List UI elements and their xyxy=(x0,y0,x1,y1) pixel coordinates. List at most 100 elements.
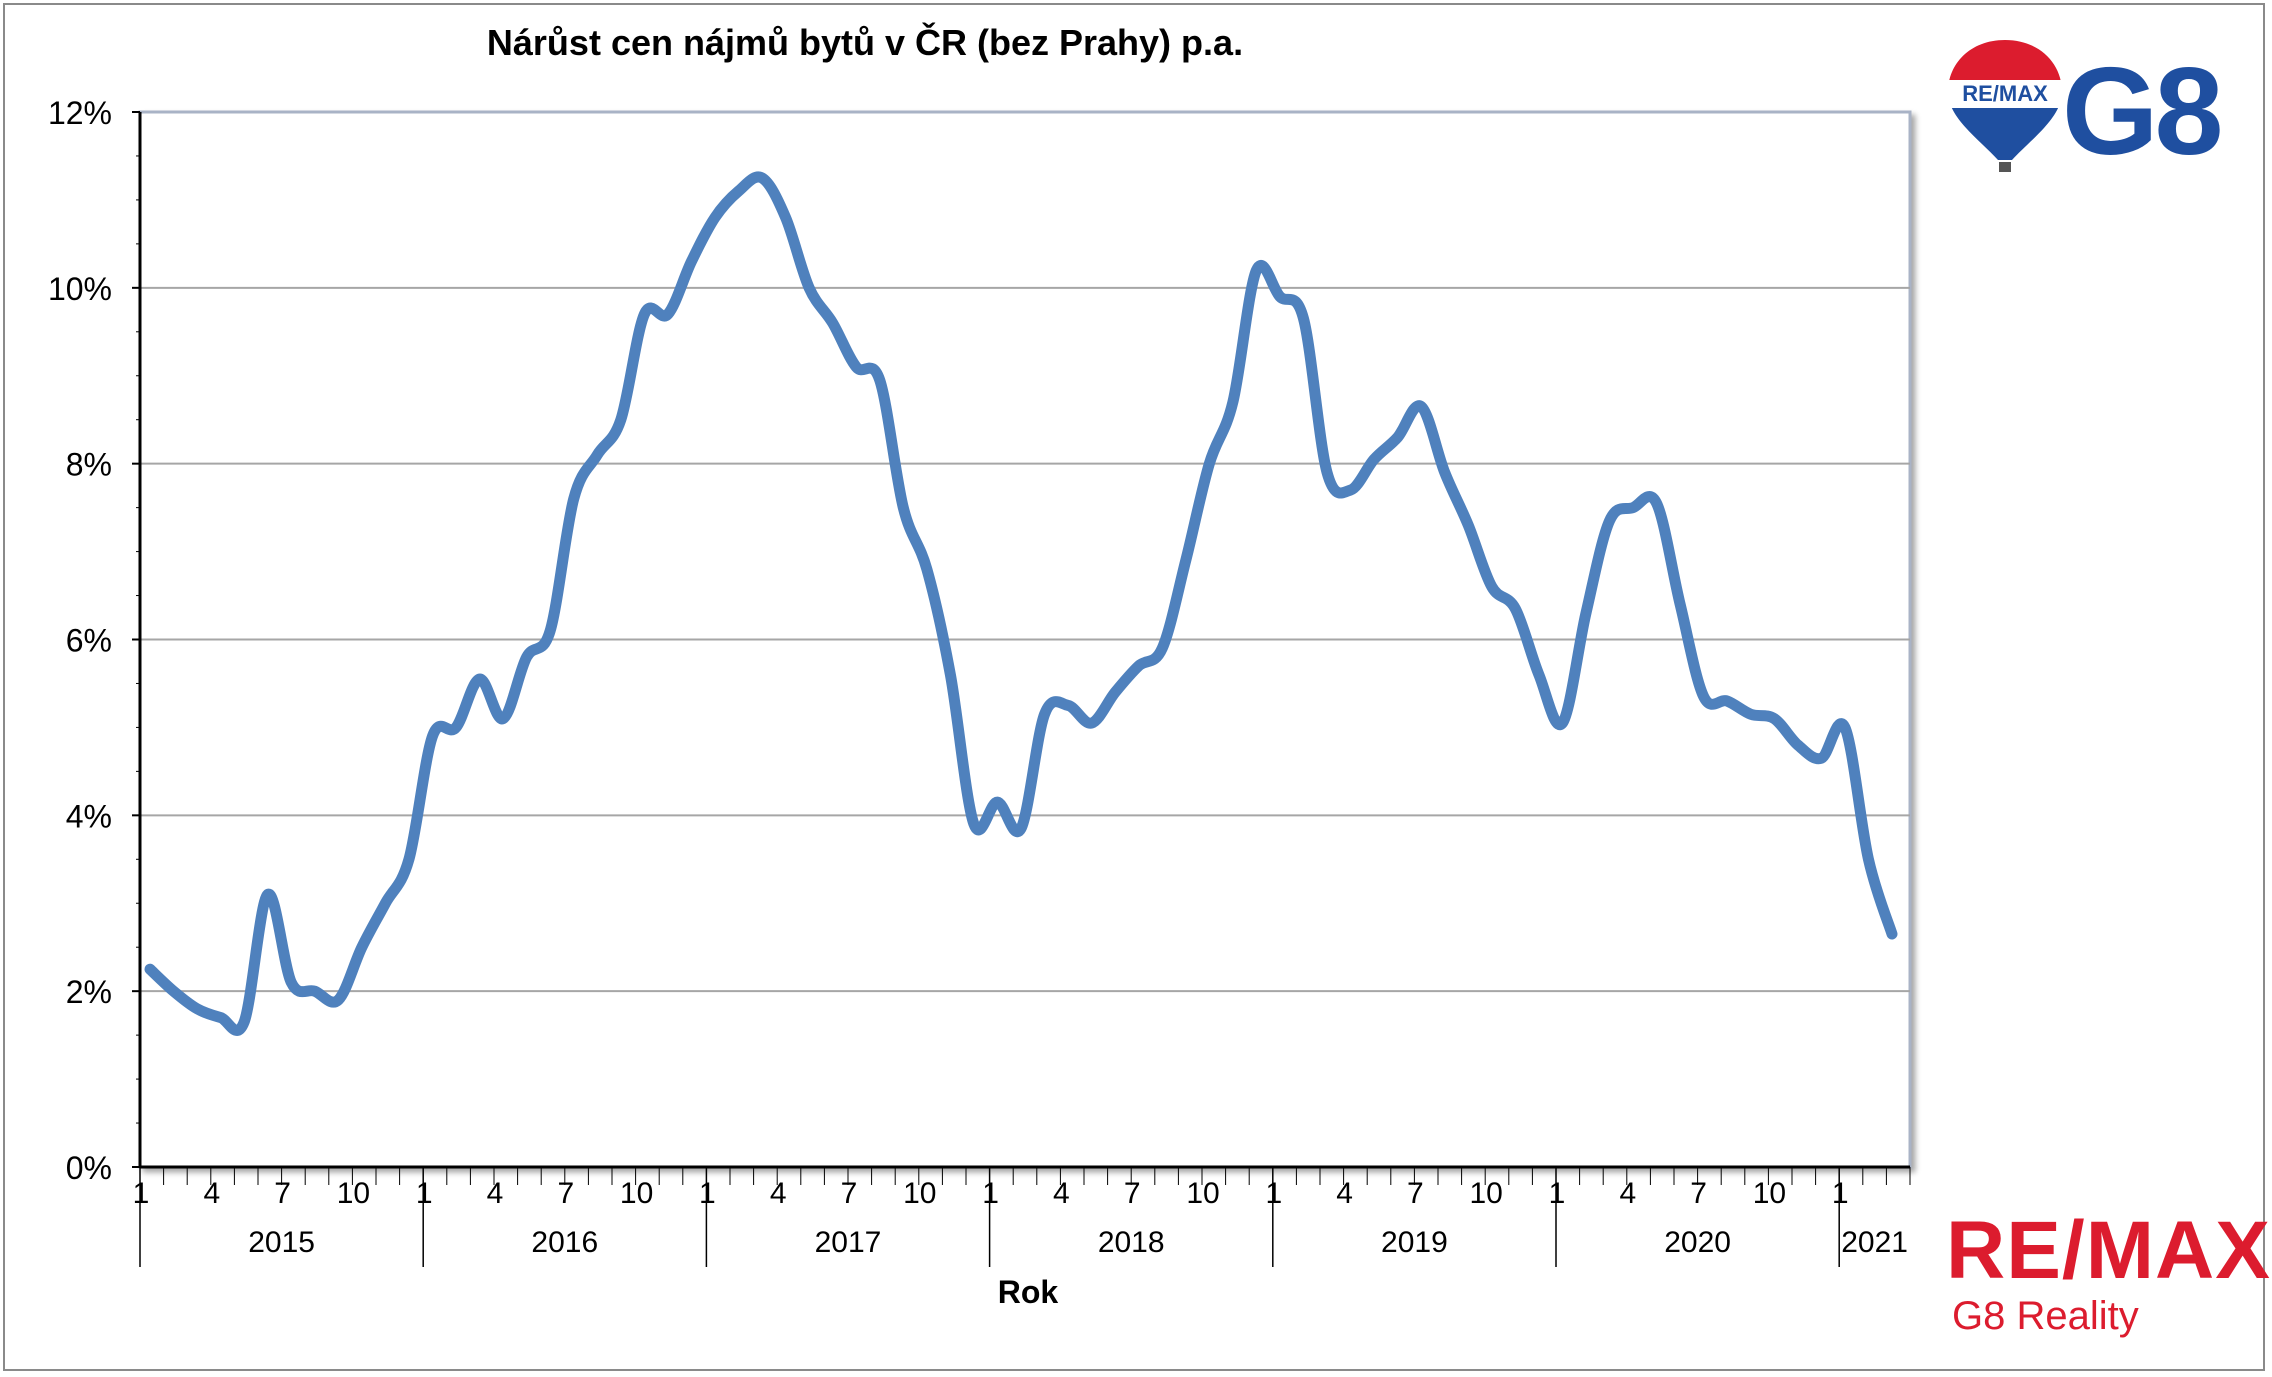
x-tick-label: 10 xyxy=(620,1177,653,1210)
data-point xyxy=(455,726,457,728)
data-point xyxy=(1420,406,1422,408)
data-point xyxy=(431,735,433,737)
x-tick-label: 4 xyxy=(487,1177,504,1210)
data-point xyxy=(973,823,975,825)
data-point xyxy=(620,419,622,421)
x-tick-label: 7 xyxy=(1124,1177,1141,1210)
x-tick-label: 7 xyxy=(1407,1177,1424,1210)
data-point xyxy=(479,678,481,680)
x-tick-label: 1 xyxy=(1832,1177,1849,1210)
data-point xyxy=(1750,713,1752,715)
data-point xyxy=(667,313,669,315)
y-tick-label: 2% xyxy=(66,974,112,1010)
x-tick-label: 1 xyxy=(1265,1177,1282,1210)
data-point xyxy=(1703,696,1705,698)
data-point xyxy=(1679,603,1681,605)
y-tick-label: 8% xyxy=(66,447,112,483)
x-tick-label: 7 xyxy=(841,1177,858,1210)
data-point xyxy=(549,630,551,632)
data-point xyxy=(1867,858,1869,860)
data-point xyxy=(1538,674,1540,676)
data-point xyxy=(1820,757,1822,759)
x-tick-label: 7 xyxy=(1690,1177,1707,1210)
x-tick-label: 1 xyxy=(416,1177,433,1210)
data-point xyxy=(1350,489,1352,491)
x-tick-label: 1 xyxy=(1549,1177,1566,1210)
balloon-text: RE/MAX xyxy=(1962,81,2048,106)
data-point xyxy=(1208,463,1210,465)
data-point xyxy=(1161,647,1163,649)
x-tick-label: 4 xyxy=(770,1177,787,1210)
year-label: 2020 xyxy=(1664,1226,1731,1259)
data-point xyxy=(1656,502,1658,504)
chart-title: Nárůst cen nájmů bytů v ČR (bez Prahy) p… xyxy=(486,22,1244,63)
x-tick-label: 4 xyxy=(203,1177,220,1210)
data-point xyxy=(267,893,269,895)
data-point xyxy=(526,656,528,658)
data-point xyxy=(1561,722,1563,724)
year-label: 2016 xyxy=(531,1226,598,1259)
data-point xyxy=(879,379,881,381)
data-point xyxy=(1773,718,1775,720)
g8-logo: G8 xyxy=(2062,43,2223,181)
year-label: 2018 xyxy=(1098,1226,1165,1259)
x-axis-label: Rok xyxy=(998,1274,1059,1310)
data-point xyxy=(173,990,175,992)
data-point xyxy=(1514,608,1516,610)
data-point xyxy=(1632,507,1634,509)
data-point xyxy=(926,568,928,570)
x-tick-label: 4 xyxy=(1053,1177,1070,1210)
data-point xyxy=(690,260,692,262)
data-point xyxy=(1467,524,1469,526)
data-point xyxy=(502,718,504,720)
x-tick-label: 4 xyxy=(1619,1177,1636,1210)
series-line xyxy=(144,171,1898,1036)
year-label: 2019 xyxy=(1381,1226,1448,1259)
x-tick-label: 10 xyxy=(1753,1177,1786,1210)
data-point xyxy=(573,498,575,500)
data-point xyxy=(290,981,292,983)
data-point xyxy=(785,217,787,219)
data-point xyxy=(408,858,410,860)
data-point xyxy=(1444,471,1446,473)
year-label: 2021 xyxy=(1841,1226,1908,1259)
data-point xyxy=(596,454,598,456)
data-point xyxy=(996,801,998,803)
data-point xyxy=(337,999,339,1001)
data-point xyxy=(384,902,386,904)
y-tick-label: 12% xyxy=(48,95,112,131)
x-tick-label: 7 xyxy=(557,1177,574,1210)
data-point xyxy=(1797,744,1799,746)
data-point xyxy=(1397,436,1399,438)
remax-balloon-logo: RE/MAX xyxy=(1948,40,2062,172)
x-tick-label: 10 xyxy=(337,1177,370,1210)
data-point xyxy=(1326,471,1328,473)
data-point xyxy=(1373,458,1375,460)
data-point xyxy=(1232,401,1234,403)
x-tick-label: 10 xyxy=(903,1177,936,1210)
x-tick-label: 1 xyxy=(699,1177,716,1210)
data-point xyxy=(1255,269,1257,271)
x-tick-label: 10 xyxy=(1186,1177,1219,1210)
data-point xyxy=(361,946,363,948)
x-tick-label: 4 xyxy=(1336,1177,1353,1210)
data-point xyxy=(1279,296,1281,298)
data-point xyxy=(314,990,316,992)
x-tick-label: 1 xyxy=(982,1177,999,1210)
data-point xyxy=(1138,665,1140,667)
x-tick-label: 7 xyxy=(274,1177,291,1210)
y-tick-label: 10% xyxy=(48,271,112,307)
data-point xyxy=(1585,612,1587,614)
data-point xyxy=(1091,722,1093,724)
x-tick-label: 1 xyxy=(133,1177,150,1210)
remax-subtitle: G8 Reality xyxy=(1952,1294,2139,1338)
data-point xyxy=(1185,559,1187,561)
year-label: 2015 xyxy=(248,1226,315,1259)
data-point xyxy=(1114,691,1116,693)
data-point xyxy=(1302,318,1304,320)
data-point xyxy=(1020,828,1022,830)
data-point xyxy=(714,217,716,219)
data-point xyxy=(1844,726,1846,728)
y-tick-label: 4% xyxy=(66,798,112,834)
data-point xyxy=(738,190,740,192)
